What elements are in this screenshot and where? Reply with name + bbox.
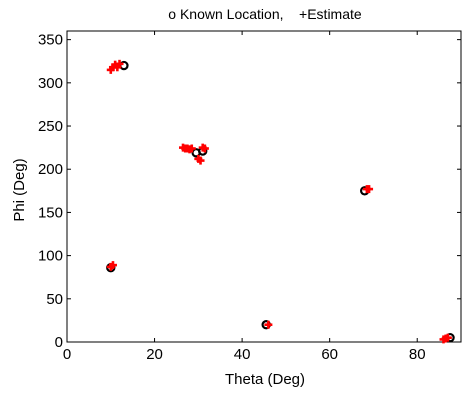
y-tick-label: 150 [38, 204, 63, 221]
plot-markers [106, 59, 455, 344]
y-tick-label: 350 [38, 32, 63, 49]
estimate-point [264, 320, 273, 329]
estimate-point [196, 156, 205, 165]
plot-frame [66, 30, 462, 343]
x-tick-label: 0 [63, 346, 71, 363]
x-tick-label: 40 [234, 346, 251, 363]
estimate-point [108, 261, 117, 270]
estimate-point [365, 185, 374, 194]
x-tick-label: 20 [146, 346, 163, 363]
y-tick-label: 200 [38, 161, 63, 178]
x-axis: 0 20 40 60 80 [63, 31, 426, 363]
x-tick-label: 80 [409, 346, 426, 363]
estimate-point [187, 144, 196, 153]
x-axis-label: Theta (Deg) [225, 371, 305, 388]
y-tick-label: 100 [38, 248, 63, 265]
x-tick-label: 60 [321, 346, 338, 363]
y-axis: 0 50 100 150 200 250 300 350 [38, 32, 461, 351]
plot-border [66, 30, 462, 343]
estimate-point [115, 59, 124, 68]
chart-title: o Known Location, +Estimate [168, 6, 362, 22]
y-tick-label: 250 [38, 118, 63, 135]
y-tick-label: 300 [38, 75, 63, 92]
y-tick-label: 0 [55, 334, 63, 351]
y-axis-label: Phi (Deg) [11, 158, 28, 221]
estimate-point [200, 144, 209, 153]
estimate-point [443, 333, 452, 342]
y-tick-label: 50 [46, 291, 63, 308]
